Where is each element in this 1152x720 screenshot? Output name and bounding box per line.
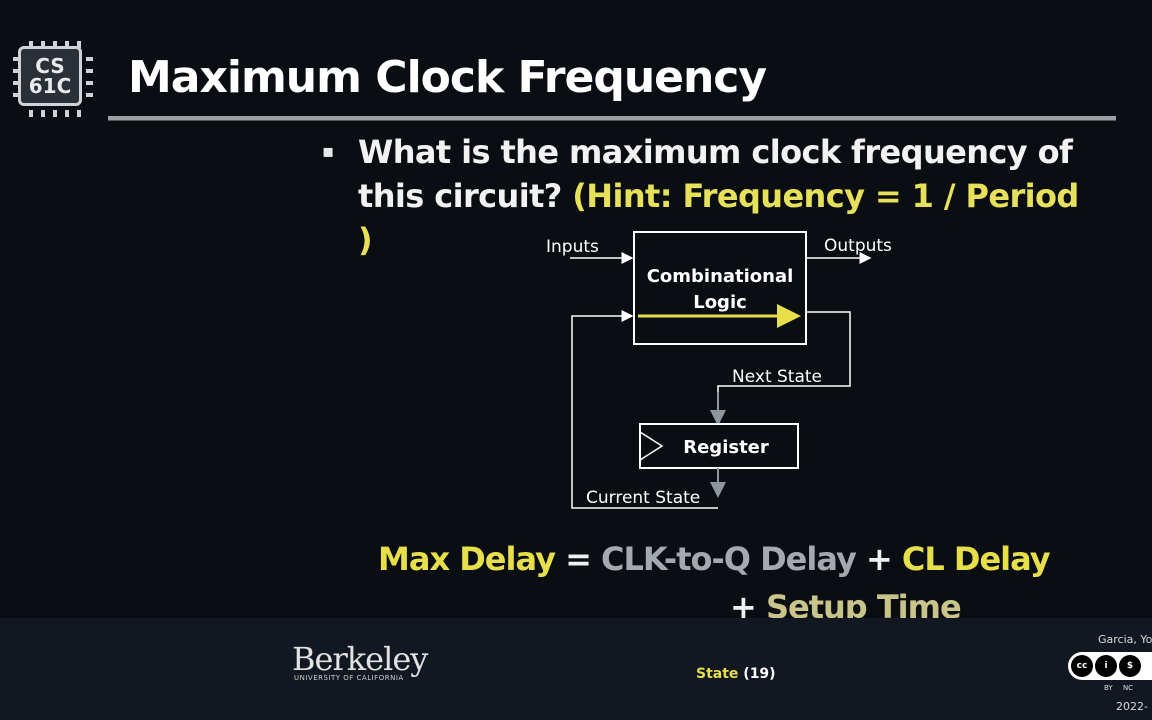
equals-sign: =: [565, 540, 592, 578]
next-state-label: Next State: [732, 367, 822, 387]
cl-delay-term: CL Delay: [901, 540, 1051, 578]
bullet-icon: ▪: [322, 141, 334, 162]
formula-line-1: Max Delay = CLK-to-Q Delay + CL Delay: [378, 540, 1051, 578]
cl-label-line2: Logic: [693, 292, 747, 313]
question-text: What is the maximum clock frequency of t…: [358, 133, 1073, 215]
slide-topic: State (19): [696, 666, 776, 682]
year-label: 2022-: [1116, 700, 1148, 713]
slide-title: Maximum Clock Frequency: [128, 52, 767, 103]
berkeley-subtitle: UNIVERSITY OF CALIFORNIA: [294, 674, 404, 682]
author-credit: Garcia, Yo: [1098, 633, 1152, 646]
current-state-label: Current State: [586, 488, 700, 508]
cc-nc-label: NC: [1122, 684, 1134, 692]
cl-label-line1: Combinational: [647, 266, 794, 287]
max-delay-term: Max Delay: [378, 540, 556, 578]
question-block: ▪ What is the maximum clock frequency of…: [322, 130, 1102, 262]
register-label: Register: [683, 437, 769, 458]
cc-by-label: BY: [1104, 684, 1113, 692]
logo-line-2: 61C: [28, 74, 72, 98]
course-logo: CS 61C: [13, 41, 93, 117]
logo-line-1: CS: [35, 54, 65, 78]
hint-text: (Hint: Frequency = 1 / Period ): [358, 177, 1079, 259]
attribution-icon: i: [1095, 655, 1117, 677]
circuit-diagram: Combinational Logic Inputs Outputs Next …: [546, 231, 892, 509]
clk-to-q-term: CLK-to-Q Delay: [601, 540, 857, 578]
creative-commons-badge: cc i $: [1068, 652, 1152, 680]
slide-number: (19): [743, 666, 776, 682]
title-divider: [108, 116, 1116, 121]
cc-terms: BY NC: [1104, 684, 1133, 692]
cc-icon: cc: [1071, 655, 1093, 677]
current-state-wire: [571, 310, 718, 509]
berkeley-logo: Berkeley: [292, 640, 428, 678]
topic-label: State: [696, 666, 739, 682]
clock-triangle-icon: [639, 431, 664, 461]
inputs-label: Inputs: [546, 237, 599, 257]
register-box: [639, 423, 799, 469]
noncommercial-icon: $: [1119, 655, 1141, 677]
outputs-label: Outputs: [824, 236, 892, 256]
combinational-logic-box: [633, 231, 807, 345]
plus-sign-1: +: [865, 540, 893, 578]
footer-band: [0, 618, 1152, 720]
